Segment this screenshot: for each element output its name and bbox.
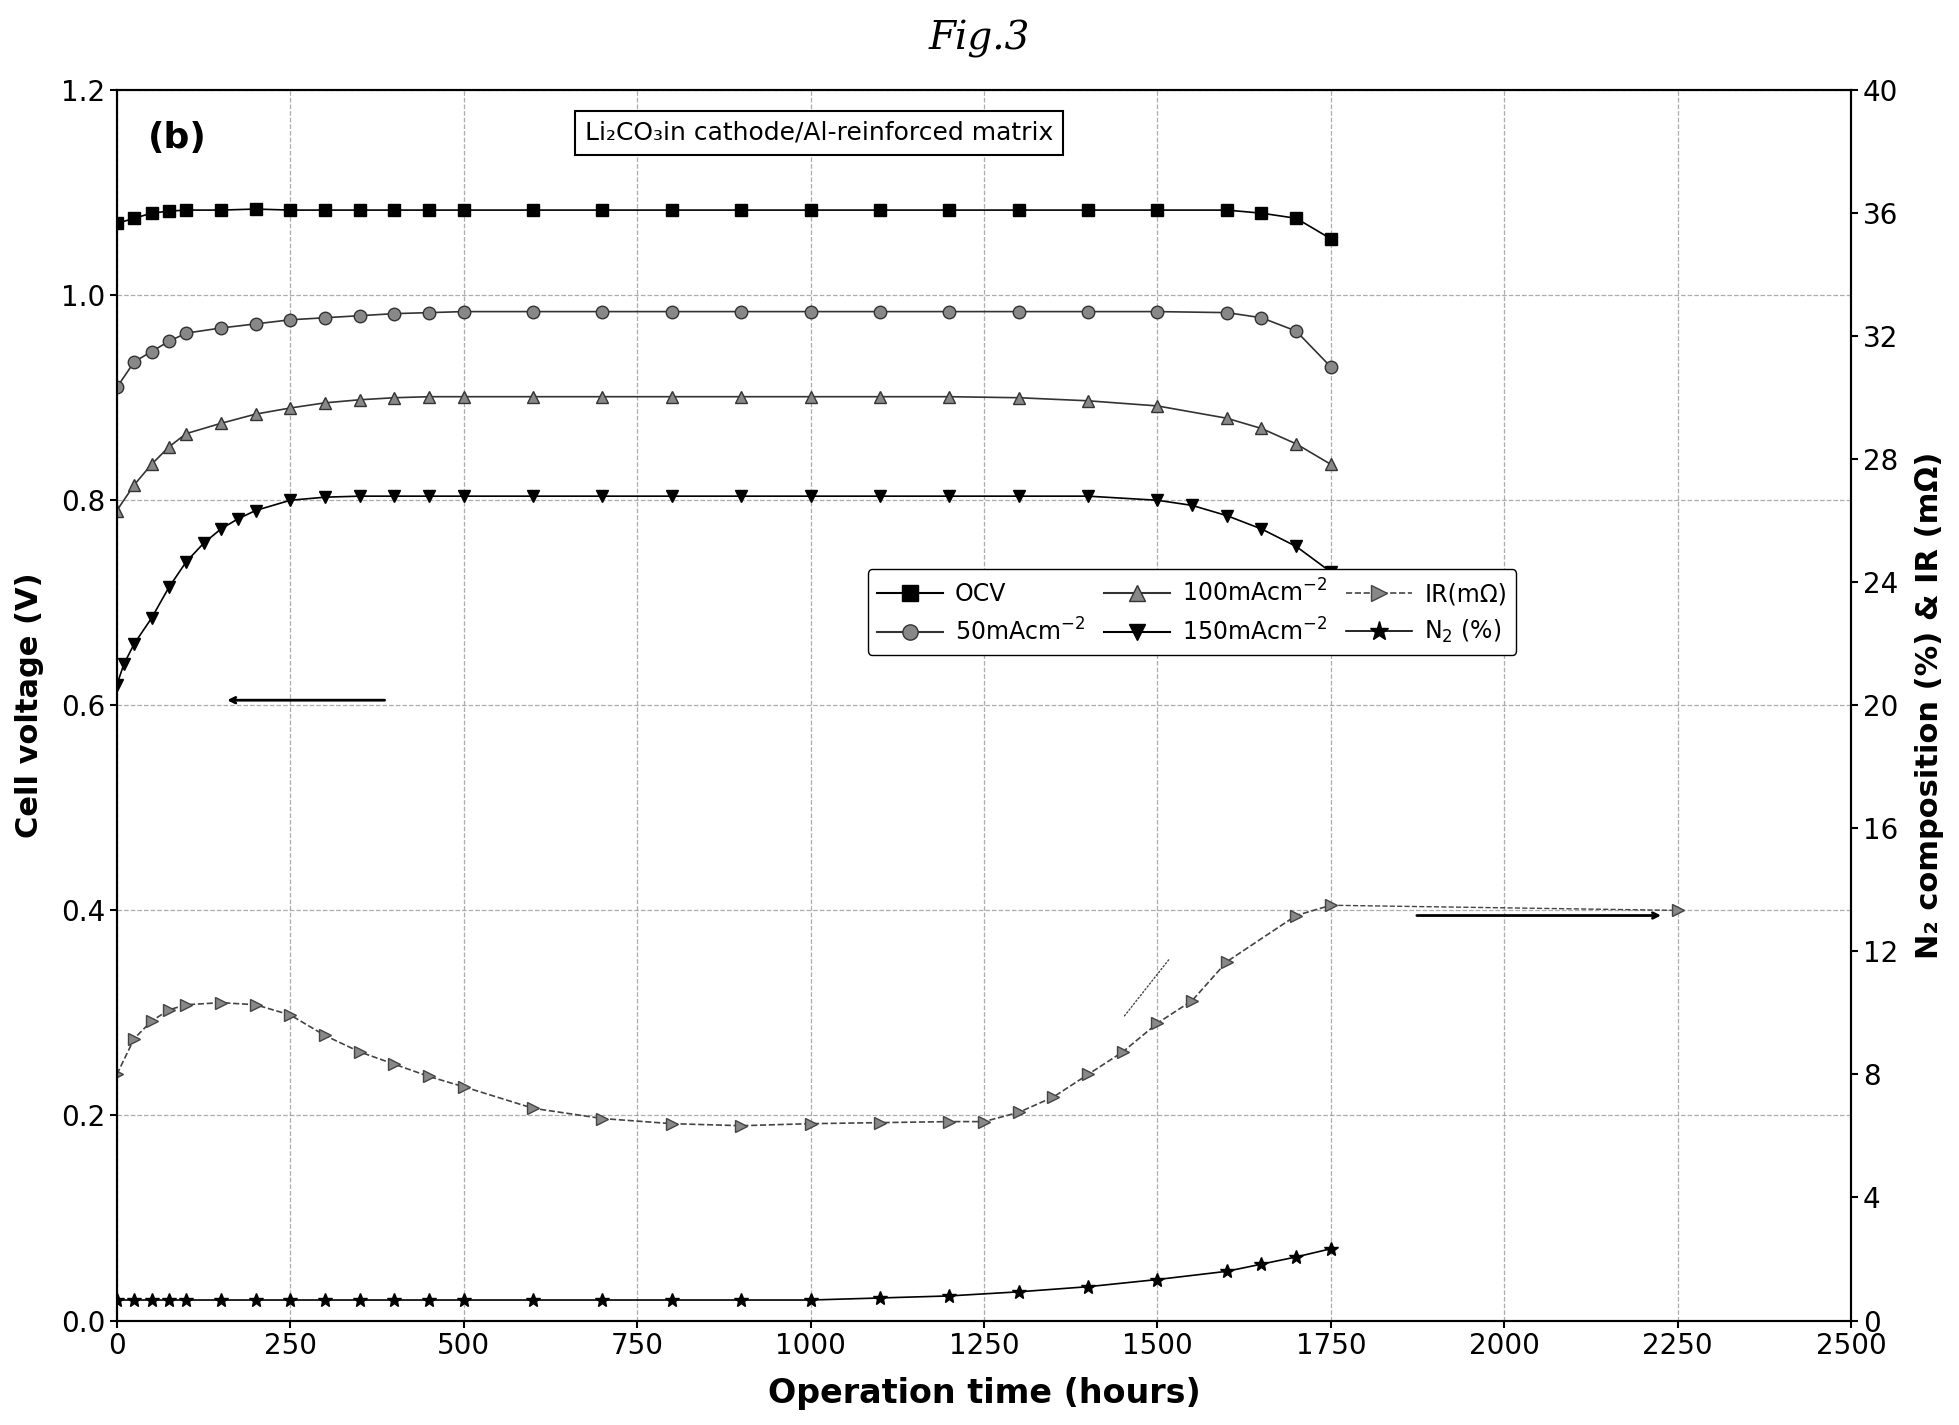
Y-axis label: N₂ composition (%) & IR (mΩ): N₂ composition (%) & IR (mΩ) <box>1916 452 1943 959</box>
Text: Li₂CO₃in cathode/Al-reinforced matrix: Li₂CO₃in cathode/Al-reinforced matrix <box>586 121 1054 145</box>
Text: Fig.3: Fig.3 <box>929 20 1030 58</box>
Y-axis label: Cell voltage (V): Cell voltage (V) <box>16 573 43 838</box>
Text: (b): (b) <box>149 121 208 155</box>
Legend: OCV, 50mAcm$^{-2}$, 100mAcm$^{-2}$, 150mAcm$^{-2}$, IR(mΩ), N$_2$ (%): OCV, 50mAcm$^{-2}$, 100mAcm$^{-2}$, 150m… <box>868 570 1516 654</box>
X-axis label: Operation time (hours): Operation time (hours) <box>768 1377 1201 1409</box>
